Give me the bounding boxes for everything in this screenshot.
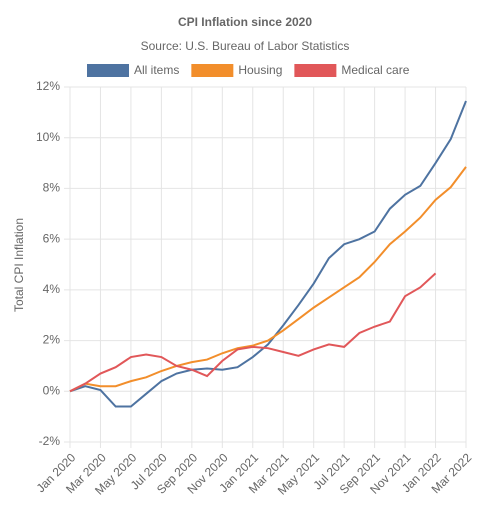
y-tick-label: 2% — [43, 333, 61, 347]
series-line — [69, 100, 467, 408]
y-tick-label: 4% — [43, 282, 61, 296]
y-tick-label: 12% — [36, 79, 60, 93]
series-line — [69, 166, 467, 393]
y-tick-label: 10% — [36, 130, 60, 144]
legend-swatch — [191, 64, 234, 77]
chart-subtitle: Source: U.S. Bureau of Labor Statistics — [141, 39, 350, 53]
legend-label: All items — [134, 63, 179, 77]
y-tick-label: 0% — [43, 383, 61, 397]
y-tick-label: -2% — [39, 434, 61, 448]
chart-title: CPI Inflation since 2020 — [178, 15, 312, 29]
legend-swatch — [294, 64, 337, 77]
y-tick-label: 6% — [43, 231, 61, 245]
series-line — [69, 272, 437, 393]
legend-swatch — [87, 64, 129, 77]
y-axis-label: Total CPI Inflation — [12, 218, 26, 312]
y-tick-label: 8% — [43, 181, 61, 195]
legend-label: Housing — [238, 63, 282, 77]
legend-label: Medical care — [341, 63, 409, 77]
